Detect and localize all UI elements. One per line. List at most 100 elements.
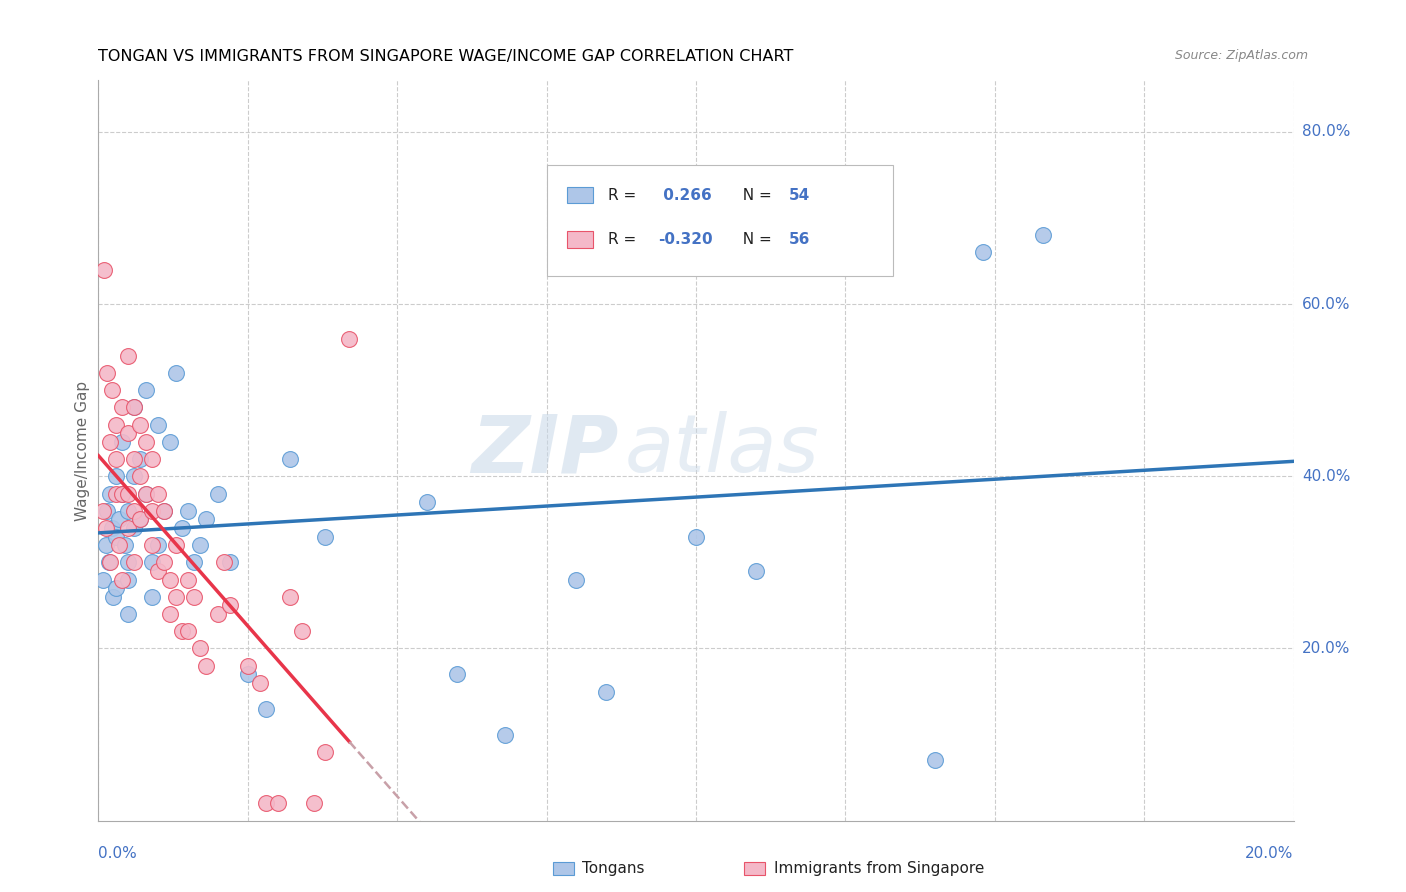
Point [924, 753, 946, 767]
Point [93, 262, 115, 277]
Point [105, 581, 128, 595]
Point [165, 590, 187, 604]
Point [207, 486, 229, 500]
Point [177, 624, 200, 639]
Point [111, 486, 134, 500]
Bar [553, 862, 574, 875]
Point [278, 590, 301, 604]
Text: Immigrants from Singapore: Immigrants from Singapore [773, 862, 984, 876]
Point [315, 530, 337, 544]
Point [105, 469, 128, 483]
Point [108, 512, 131, 526]
Point [141, 555, 163, 569]
Point [494, 727, 516, 741]
Point [141, 538, 163, 552]
Point [278, 452, 301, 467]
Point [219, 555, 242, 569]
Point [177, 573, 200, 587]
Bar [744, 862, 765, 875]
Y-axis label: Wage/Income Gap: Wage/Income Gap [75, 380, 90, 521]
Point [685, 530, 707, 544]
Point [195, 658, 218, 673]
Point [148, 417, 170, 432]
Text: ZIP: ZIP [471, 411, 619, 490]
Text: N =: N = [733, 187, 776, 202]
Point [96, 504, 118, 518]
Text: 0.266: 0.266 [658, 187, 711, 202]
Bar [567, 231, 593, 248]
Text: N =: N = [733, 232, 776, 247]
Point [94, 521, 117, 535]
Point [129, 452, 152, 467]
Point [124, 504, 146, 518]
Point [183, 555, 205, 569]
Point [111, 434, 134, 449]
Text: 20.0%: 20.0% [1246, 846, 1294, 861]
Point [595, 684, 617, 698]
Point [114, 538, 136, 552]
Text: 0.0%: 0.0% [98, 846, 138, 861]
Point [972, 245, 994, 260]
Point [117, 573, 139, 587]
Point [172, 624, 194, 639]
Point [153, 504, 176, 518]
Point [159, 573, 181, 587]
Point [249, 676, 271, 690]
Point [124, 401, 146, 415]
Point [117, 504, 139, 518]
Point [117, 607, 139, 621]
Point [94, 538, 117, 552]
Text: R =: R = [607, 232, 641, 247]
Text: 40.0%: 40.0% [1302, 469, 1350, 483]
Point [745, 564, 768, 578]
Point [416, 495, 439, 509]
Point [117, 426, 139, 441]
Text: 54: 54 [789, 187, 810, 202]
Point [195, 512, 218, 526]
Point [96, 366, 118, 380]
Point [236, 667, 259, 681]
Text: 56: 56 [789, 232, 811, 247]
Point [219, 599, 242, 613]
Text: atlas: atlas [624, 411, 820, 490]
Point [129, 417, 152, 432]
Point [98, 555, 121, 569]
Point [135, 434, 157, 449]
Point [212, 555, 235, 569]
Point [153, 555, 176, 569]
Point [141, 504, 163, 518]
Text: 80.0%: 80.0% [1302, 124, 1350, 139]
Text: Tongans: Tongans [582, 862, 645, 876]
Point [159, 607, 181, 621]
Point [153, 504, 176, 518]
Point [117, 555, 139, 569]
Point [135, 486, 157, 500]
Point [183, 590, 205, 604]
Point [315, 745, 337, 759]
Point [105, 452, 128, 467]
Point [446, 667, 468, 681]
Point [124, 555, 146, 569]
Point [165, 538, 187, 552]
Point [1032, 228, 1054, 243]
Bar [567, 187, 593, 203]
Point [339, 332, 361, 346]
Point [91, 573, 114, 587]
Point [111, 486, 134, 500]
Point [100, 521, 122, 535]
Point [159, 434, 181, 449]
Point [129, 512, 152, 526]
Point [236, 658, 259, 673]
Point [172, 521, 194, 535]
Point [117, 521, 139, 535]
Point [105, 417, 128, 432]
Point [188, 538, 211, 552]
Point [148, 538, 170, 552]
Point [302, 797, 325, 811]
FancyBboxPatch shape [547, 165, 893, 277]
Point [254, 702, 277, 716]
Point [124, 521, 146, 535]
Point [117, 349, 139, 363]
Text: 20.0%: 20.0% [1302, 641, 1350, 656]
Point [100, 383, 122, 397]
